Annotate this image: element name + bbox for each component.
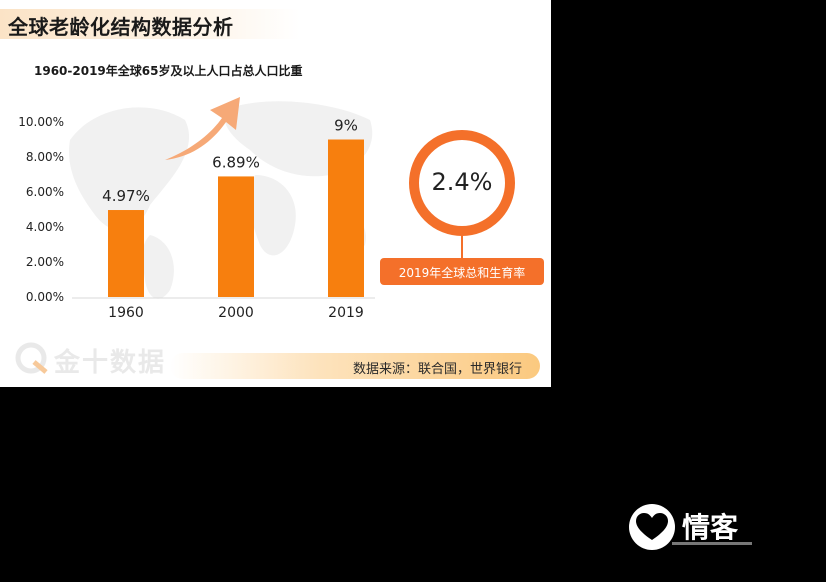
callout-connector — [461, 236, 463, 258]
fertility-label: 2019年全球总和生育率 — [398, 266, 526, 280]
data-label-1960: 4.97% — [102, 187, 150, 205]
fertility-label-badge: 2019年全球总和生育率 — [380, 258, 544, 285]
y-tick-label: 4.00% — [26, 220, 64, 234]
data-label-2019: 9% — [334, 117, 358, 135]
jin10-logo: 金十数据 — [14, 340, 189, 378]
y-tick-label: 6.00% — [26, 185, 64, 199]
watermark-text: 情客 — [682, 511, 739, 544]
x-tick-label-1960: 1960 — [108, 305, 144, 321]
bar-chart: 0.00% 2.00% 4.00% 6.00% 8.00% 10.00% 1960 2000 2… — [18, 63, 375, 321]
y-tick-label: 10.00% — [18, 115, 64, 129]
bar-2000 — [218, 176, 254, 297]
infographic-card: 全球老龄化结构数据分析 0.00% 2.00% 4.00% 6.00% 8.00% 10.… — [0, 0, 551, 387]
fertility-value: 2.4% — [431, 168, 493, 196]
fertility-ring: 2.4% — [409, 130, 515, 236]
watermark-subtext — [672, 542, 752, 545]
bar-2019 — [328, 139, 364, 297]
chart-title: 1960-2019年全球65岁及以上人口占总人口比重 — [34, 63, 302, 78]
title-band — [0, 9, 300, 39]
x-tick-label-2019: 2019 — [328, 305, 364, 321]
logo-text: 金十数据 — [54, 348, 167, 378]
bar-1960 — [108, 210, 144, 297]
qingke-watermark: 情客 — [622, 502, 752, 552]
y-tick-label: 8.00% — [26, 150, 64, 164]
logo-mark-icon — [15, 342, 48, 374]
fertility-callout: 2.4% 2019年全球总和生育率 — [380, 130, 544, 290]
page-title: 全球老龄化结构数据分析 — [8, 15, 234, 39]
x-tick-label-2000: 2000 — [218, 305, 254, 321]
heart-logo-icon — [629, 504, 675, 550]
y-tick-label: 0.00% — [26, 290, 64, 304]
source-band: 数据来源：联合国，世界银行 — [170, 353, 540, 379]
growth-arrow-icon — [165, 97, 240, 160]
source-text: 数据来源：联合国，世界银行 — [352, 362, 522, 377]
y-tick-label: 2.00% — [26, 255, 64, 269]
data-label-2000: 6.89% — [212, 153, 260, 171]
